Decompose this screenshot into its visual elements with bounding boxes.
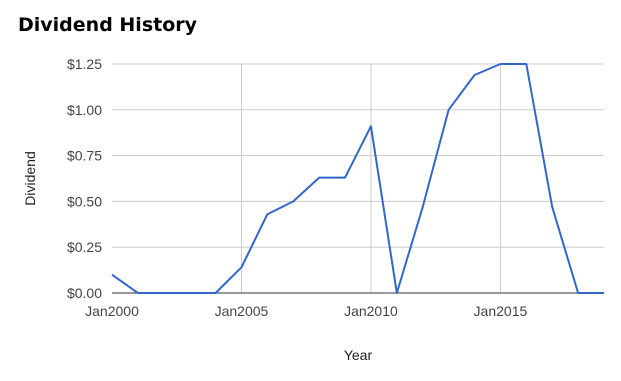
y-axis-title: Dividend <box>22 151 38 205</box>
y-tick-label: $0.75 <box>67 148 102 164</box>
x-axis-title: Year <box>344 347 373 363</box>
x-tick-label: Jan2010 <box>344 303 398 319</box>
series-layer <box>111 63 604 294</box>
y-tick-label: $1.00 <box>67 102 102 118</box>
x-tick-label: Jan2005 <box>215 303 269 319</box>
y-tick-label: $0.00 <box>67 285 102 301</box>
x-tick-label: Jan2015 <box>474 303 528 319</box>
grid-lines <box>112 63 604 293</box>
series-line <box>111 63 604 294</box>
y-tick-label: $0.25 <box>67 239 102 255</box>
y-tick-label: $1.25 <box>67 56 102 72</box>
x-tick-label: Jan2000 <box>85 303 139 319</box>
tick-labels: $0.00 $0.25 $0.50 $0.75 $1.00 $1.25 Jan2000 Jan… <box>67 56 528 319</box>
y-tick-label: $0.50 <box>67 193 102 209</box>
chart-title: Dividend History <box>18 14 198 36</box>
